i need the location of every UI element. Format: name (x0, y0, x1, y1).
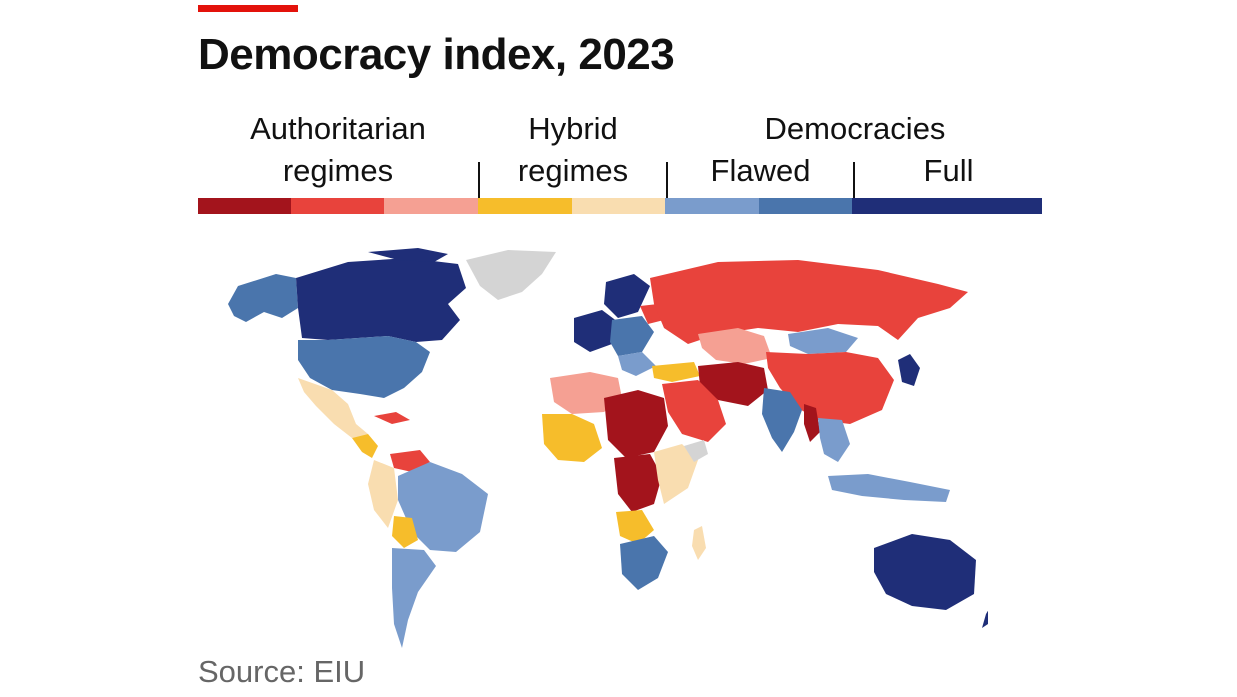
chart-title: Democracy index, 2023 (198, 30, 675, 79)
region-brazil (398, 462, 488, 552)
region-greenland (466, 250, 556, 300)
region-new-zealand (982, 610, 988, 628)
legend-swatch (852, 198, 1042, 214)
region-central-africa (614, 454, 662, 512)
legend-hybrid: Hybrid regimes (480, 108, 666, 192)
legend-swatch (291, 198, 384, 214)
accent-bar (198, 5, 298, 12)
legend-full: Full (855, 150, 1042, 192)
legend-full-label: Full (923, 153, 974, 188)
legend-divider-2 (666, 162, 668, 214)
region-russia (650, 260, 968, 344)
legend-hybrid-line1: Hybrid (528, 111, 618, 146)
region-arctic-islands (368, 248, 448, 262)
legend-divider-3 (853, 162, 855, 214)
source-note: Source: EIU (198, 654, 366, 689)
region-iran-afghanistan (698, 362, 768, 406)
world-map (228, 248, 988, 648)
region-north-africa-west (550, 372, 622, 414)
region-bolivia (392, 516, 418, 548)
region-myanmar (804, 404, 820, 442)
region-caribbean (374, 412, 410, 424)
region-mongolia (788, 328, 858, 354)
region-west-africa (542, 414, 602, 462)
region-western-europe (574, 310, 618, 352)
legend-authoritarian-line1: Authoritarian (250, 111, 426, 146)
legend-swatch (478, 198, 572, 214)
region-scandinavia (604, 274, 650, 318)
legend-color-scale (198, 198, 1042, 214)
region-mexico (298, 378, 368, 438)
region-central-america (352, 434, 378, 458)
legend-swatch (665, 198, 759, 214)
region-east-africa (654, 444, 698, 504)
region-sahara-central (604, 390, 668, 458)
region-alaska (228, 274, 298, 322)
legend-democracies: Democracies (668, 108, 1042, 150)
region-southern-africa-north (616, 510, 654, 544)
legend-flawed-label: Flawed (710, 153, 811, 188)
legend-swatch (572, 198, 665, 214)
legend-authoritarian: Authoritarian regimes (198, 108, 478, 192)
region-indonesia (828, 474, 950, 502)
legend-swatch (384, 198, 478, 214)
region-balkans (618, 352, 656, 376)
region-colombia-andes (368, 460, 398, 528)
region-arabia (662, 380, 726, 442)
region-southeast-asia (818, 418, 850, 462)
region-central-europe (610, 316, 654, 356)
region-india (762, 388, 802, 452)
legend-swatch (198, 198, 291, 214)
region-central-asia (698, 328, 772, 364)
region-australia (874, 534, 976, 610)
legend-democracies-label: Democracies (764, 111, 946, 146)
region-usa (298, 336, 430, 398)
legend-authoritarian-line2: regimes (282, 153, 394, 188)
region-canada (296, 258, 466, 342)
legend-hybrid-line2: regimes (517, 153, 629, 188)
region-horn-of-africa (684, 440, 708, 462)
region-korea-japan (898, 354, 920, 386)
region-turkey (652, 362, 700, 382)
legend-flawed: Flawed (668, 150, 853, 192)
legend-swatch (759, 198, 852, 214)
legend: Authoritarian regimes Hybrid regimes Dem… (198, 108, 1042, 218)
region-southern-africa (620, 536, 668, 590)
legend-divider-1 (478, 162, 480, 214)
region-madagascar (692, 526, 706, 560)
region-southern-cone (392, 548, 436, 648)
